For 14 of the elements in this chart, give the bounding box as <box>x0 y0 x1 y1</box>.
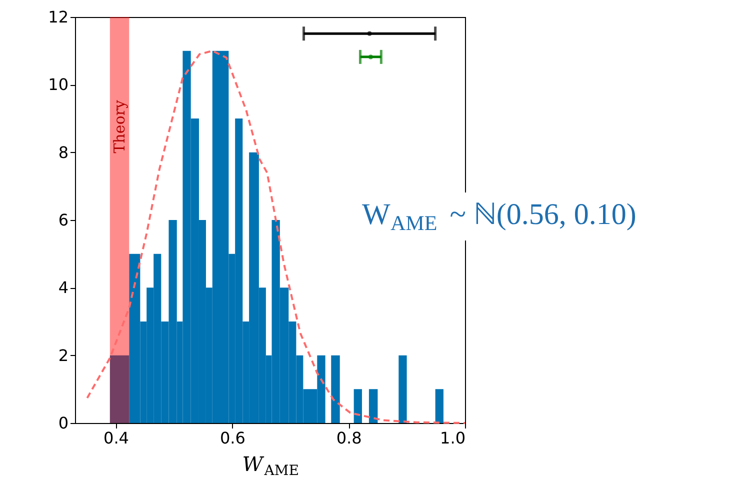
x-tick-label: 1.0 <box>440 428 466 448</box>
line-series <box>86 50 466 424</box>
band-label: Theory <box>110 99 129 154</box>
text: ~ ℕ(0.56, 0.10) <box>450 198 636 231</box>
y-tick-label: 10 <box>48 75 68 94</box>
y-tick-label: 0 <box>58 414 68 432</box>
x-tick-label: 0.4 <box>104 428 129 448</box>
y-tick-label: 4 <box>58 278 68 298</box>
y-tick-label: 12 <box>48 8 68 26</box>
y-tick-label: 6 <box>58 210 68 230</box>
x-tick-label: 0.6 <box>220 428 246 448</box>
y-tick-label: 8 <box>58 142 68 162</box>
y-tick-label: 2 <box>58 346 68 365</box>
x-tick-label: 0.8 <box>336 428 362 448</box>
